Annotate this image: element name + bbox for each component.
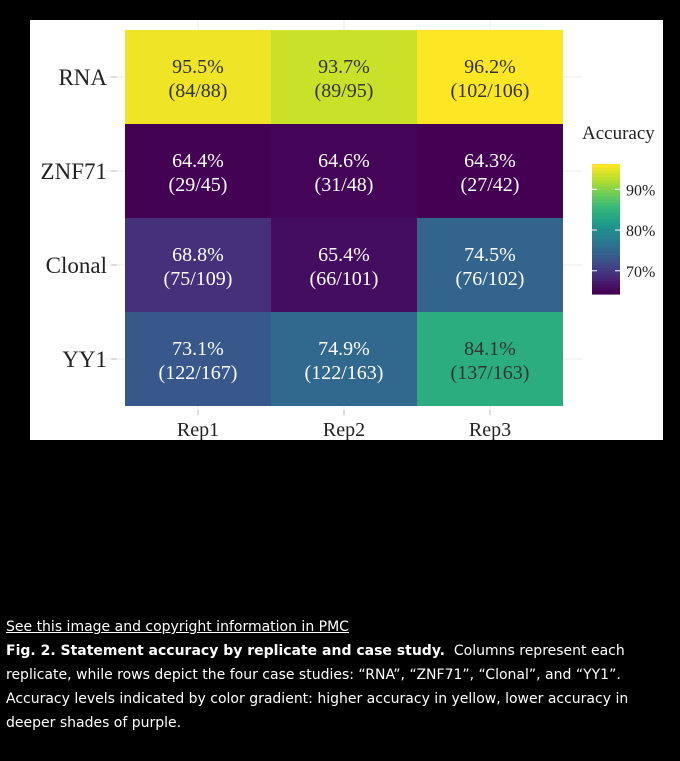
legend-color-step (592, 255, 620, 259)
x-axis-label: Rep1 (177, 419, 219, 440)
cell-percent-label: 74.9% (318, 338, 370, 360)
y-axis-label: ZNF71 (41, 159, 107, 184)
legend-tick-label: 90% (626, 182, 655, 199)
legend-color-step (592, 264, 620, 269)
legend-color-step (592, 180, 620, 185)
legend-color-step (592, 245, 620, 250)
cell-percent-label: 65.4% (318, 244, 370, 266)
legend-title: Accuracy (582, 123, 655, 144)
heatmap-cell (271, 124, 417, 218)
figure-caption: See this image and copyright information… (6, 615, 670, 735)
cell-fraction-label: (75/109) (164, 268, 233, 290)
legend-color-step (592, 209, 620, 214)
heatmap-cell (417, 218, 563, 312)
legend-color-step (592, 232, 620, 237)
heatmap-cell (417, 124, 563, 218)
cell-fraction-label: (122/167) (159, 362, 238, 384)
legend-tick-label: 80% (626, 223, 655, 240)
figure-panel: 95.5% (84/88) 93.7% (89/95) 96.2% (102/106) 64… (30, 20, 663, 440)
legend-color-step (592, 274, 620, 279)
legend-color-step (592, 235, 620, 240)
legend-color-step (592, 206, 620, 211)
legend-color-step (592, 183, 620, 188)
cell-percent-label: 73.1% (172, 338, 224, 360)
legend-color-step (592, 238, 620, 243)
cell-percent-label: 96.2% (464, 56, 516, 78)
legend-color-step (592, 229, 620, 233)
heatmap-cell (125, 124, 271, 218)
heatmap-cell (271, 312, 417, 406)
y-axis-label: YY1 (62, 347, 107, 372)
heatmap-cell (417, 312, 563, 406)
legend-color-step (592, 167, 620, 172)
cell-fraction-label: (89/95) (315, 80, 374, 102)
cell-percent-label: 68.8% (172, 244, 224, 266)
legend-color-step (592, 199, 620, 204)
legend-color-step (592, 190, 620, 194)
legend-color-step (592, 261, 620, 266)
cell-percent-label: 84.1% (464, 338, 516, 360)
legend-color-step (592, 277, 620, 282)
caption-text: Columns represent each replicate, while … (6, 643, 629, 731)
legend-tick-label: 70% (626, 264, 655, 281)
legend-color-step (592, 242, 620, 246)
heatmap-chart: 95.5%(84/88) 93.7%(89/95) 96.2%(102/106) 64… (41, 20, 655, 440)
heatmap-cell (417, 30, 563, 124)
x-axis-label: Rep2 (323, 419, 365, 440)
legend-color-step (592, 290, 620, 295)
cell-fraction-label: (29/45) (169, 174, 228, 196)
legend-color-step (592, 186, 620, 191)
cell-fraction-label: (76/102) (456, 268, 525, 290)
legend-color-step (592, 177, 620, 181)
heatmap-cell (271, 218, 417, 312)
legend-color-step (592, 225, 620, 230)
legend-color-step (592, 271, 620, 276)
caption-paragraph: Fig. 2. Statement accuracy by replicate … (6, 639, 670, 735)
pmc-copyright-link[interactable]: See this image and copyright information… (6, 619, 349, 635)
cell-percent-label: 95.5% (172, 56, 224, 78)
y-axis-label: RNA (58, 65, 107, 90)
heatmap-cell (125, 30, 271, 124)
legend-color-step (592, 222, 620, 227)
cell-fraction-label: (31/48) (315, 174, 374, 196)
cell-percent-label: 64.3% (464, 150, 516, 172)
legend-color-step (592, 284, 620, 289)
legend-color-step (592, 219, 620, 224)
legend-color-step (592, 251, 620, 256)
y-axis-label: Clonal (46, 253, 107, 278)
cell-fraction-label: (102/106) (451, 80, 530, 102)
cell-percent-label: 64.4% (172, 150, 224, 172)
legend-color-step (592, 173, 620, 178)
x-axis-label: Rep3 (469, 419, 511, 440)
legend-color-step (592, 268, 620, 272)
cell-fraction-label: (122/163) (305, 362, 384, 384)
legend-color-step (592, 196, 620, 201)
cell-fraction-label: (137/163) (451, 362, 530, 384)
legend-color-step (592, 193, 620, 198)
legend-color-step (592, 164, 620, 168)
cell-fraction-label: (84/88) (169, 80, 228, 102)
cell-fraction-label: (66/101) (310, 268, 379, 290)
legend-color-step (592, 258, 620, 263)
legend-color-step (592, 281, 620, 285)
heatmap-cell (125, 312, 271, 406)
heatmap-cell (125, 218, 271, 312)
legend-color-step (592, 203, 620, 207)
cell-percent-label: 64.6% (318, 150, 370, 172)
cell-percent-label: 74.5% (464, 244, 516, 266)
cell-fraction-label: (27/42) (461, 174, 520, 196)
figure-label: Fig. 2. Statement accuracy by replicate … (6, 643, 445, 659)
legend-color-step (592, 248, 620, 253)
heatmap-cell (271, 30, 417, 124)
legend-color-step (592, 287, 620, 292)
legend-color-step (592, 170, 620, 175)
legend-color-step (592, 212, 620, 217)
legend-color-step (592, 216, 620, 220)
cell-percent-label: 93.7% (318, 56, 370, 78)
